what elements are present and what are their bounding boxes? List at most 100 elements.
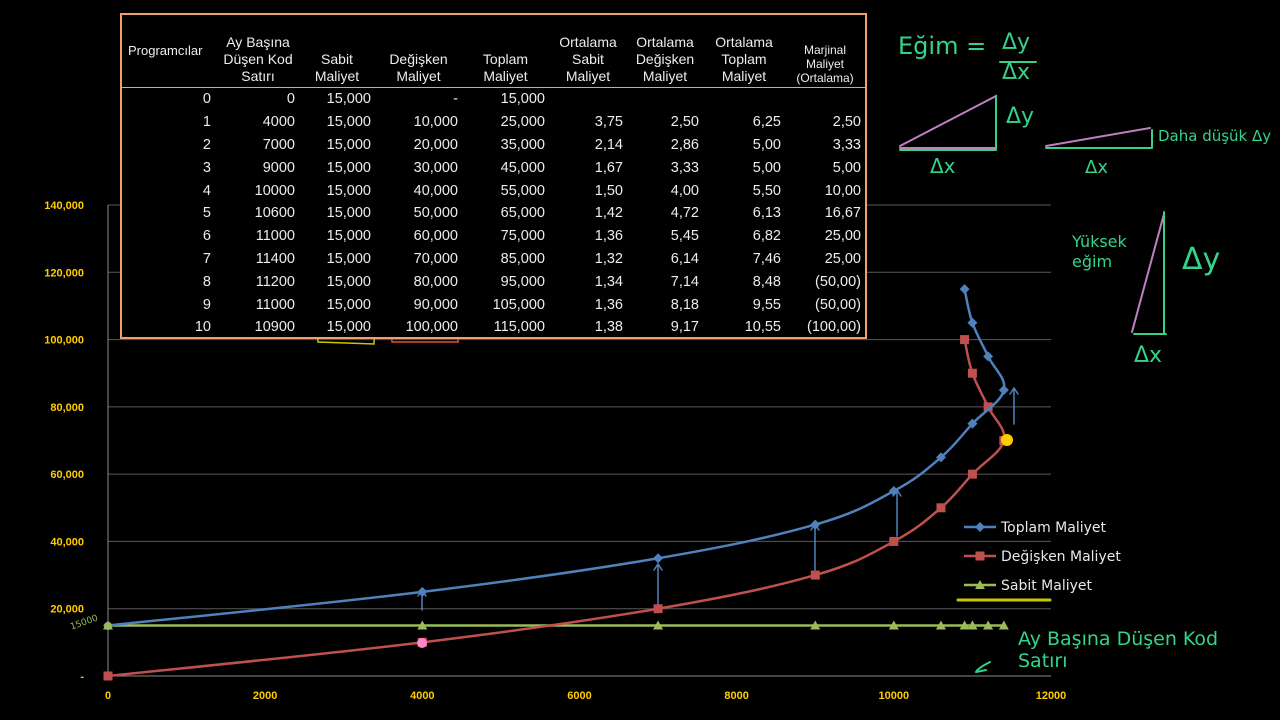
data-point bbox=[653, 620, 664, 630]
x-tick-label: 2000 bbox=[253, 690, 277, 702]
data-point bbox=[935, 620, 946, 630]
data-point bbox=[417, 620, 428, 630]
table-body: 0 0 15,000 - 15,000 1 4000 15,000 10,000 25,000 3,… bbox=[122, 88, 865, 339]
table-cell: 25,000 bbox=[500, 114, 545, 131]
table-cell: 85,000 bbox=[500, 250, 545, 267]
table-cell: 25,00 bbox=[824, 250, 861, 267]
series-1 bbox=[103, 335, 1009, 681]
ink-stroke bbox=[1131, 213, 1165, 333]
table-cell: 55,000 bbox=[500, 182, 545, 199]
table-cell: 11400 bbox=[255, 250, 295, 267]
table-cell: 2,50 bbox=[670, 114, 699, 131]
table-cell: 100,000 bbox=[405, 319, 458, 336]
data-point bbox=[959, 284, 970, 295]
table-header-cell: Sabit Maliyet bbox=[299, 15, 375, 88]
y-tick-label: 140,000 bbox=[44, 200, 84, 212]
table-cell: 6 bbox=[202, 228, 211, 245]
table-cell: 10 bbox=[194, 319, 211, 336]
table-cell: (50,00) bbox=[815, 273, 861, 290]
table-cell: 4,72 bbox=[670, 205, 699, 222]
x-axis-note: Ay Başına Düşen Kod Satırı bbox=[1018, 628, 1219, 672]
table-cell: 7000 bbox=[262, 136, 295, 153]
steep-delta-x-label: Δx bbox=[930, 154, 956, 178]
legend-label: Değişken Maliyet bbox=[1001, 549, 1121, 565]
table-header-row: Programcılar Ay Başına Düşen Kod Satırı Sa… bbox=[122, 15, 865, 88]
legend-label: Toplam Maliyet bbox=[1000, 520, 1107, 536]
data-point bbox=[967, 317, 978, 328]
formula-delta-y: Δy bbox=[1002, 30, 1031, 55]
table-row: 4 10000 15,000 40,000 55,000 1,50 4,00 5,50 10,0… bbox=[122, 179, 865, 202]
table-row: 9 11000 15,000 90,000 105,000 1,36 8,18 9,55 (50… bbox=[122, 293, 865, 316]
x-tick-label: 12000 bbox=[1036, 690, 1067, 702]
table-header-cell: Marjinal Maliyet (Ortalama) bbox=[785, 15, 865, 88]
ink-stroke bbox=[1133, 211, 1167, 335]
table-cell: 0 bbox=[286, 91, 295, 108]
ink-stroke bbox=[975, 661, 991, 673]
y-tick-label: 80,000 bbox=[50, 402, 84, 414]
table-cell: 10600 bbox=[254, 205, 295, 222]
data-point bbox=[889, 536, 899, 546]
flat-delta-x-label: Δx bbox=[1085, 157, 1108, 178]
table-cell: 15,000 bbox=[326, 319, 371, 336]
ink-stroke bbox=[892, 488, 902, 537]
data-point bbox=[967, 418, 978, 429]
table-cell: 1 bbox=[202, 114, 211, 131]
table-cell: 9,55 bbox=[752, 296, 781, 313]
table-row: 8 11200 15,000 80,000 95,000 1,34 7,14 8,48 (50,… bbox=[122, 270, 865, 293]
table-cell: 5 bbox=[202, 205, 211, 222]
ink-stroke bbox=[1045, 127, 1151, 147]
table-cell: 8,18 bbox=[670, 296, 699, 313]
data-point bbox=[810, 620, 821, 630]
table-row: 2 7000 15,000 20,000 35,000 2,14 2,86 5,00 3,33 bbox=[122, 134, 865, 157]
highlight-dot bbox=[417, 638, 427, 648]
table-cell: 15,000 bbox=[326, 159, 371, 176]
table-cell: 6,13 bbox=[752, 205, 781, 222]
data-point bbox=[960, 335, 970, 345]
table-cell: 1,38 bbox=[594, 319, 623, 336]
table-cell: 1,34 bbox=[594, 273, 623, 290]
table-cell: 7 bbox=[202, 250, 211, 267]
data-point bbox=[936, 503, 946, 513]
table-cell: 1,67 bbox=[594, 159, 623, 176]
table-cell: 25,00 bbox=[824, 228, 861, 245]
legend-marker bbox=[975, 551, 985, 561]
high-delta-y-label: Δy bbox=[1182, 242, 1221, 277]
ink-stroke bbox=[1045, 129, 1153, 149]
data-point bbox=[959, 620, 970, 630]
highlight-dot bbox=[1001, 434, 1013, 446]
high-delta-x-label: Δx bbox=[1134, 343, 1163, 368]
table-cell: 65,000 bbox=[500, 205, 545, 222]
table-cell: 95,000 bbox=[500, 273, 545, 290]
table-cell: 115,000 bbox=[493, 319, 545, 336]
table-cell: 9,17 bbox=[670, 319, 699, 336]
x-tick-label: 4000 bbox=[410, 690, 434, 702]
data-point bbox=[888, 620, 899, 630]
table-cell: 45,000 bbox=[500, 159, 545, 176]
table-cell: 4,00 bbox=[670, 182, 699, 199]
table-cell: 3 bbox=[202, 159, 211, 176]
legend: Toplam Maliyet Değişken Maliyet Sabit Mali… bbox=[964, 520, 1121, 594]
table-header-cell: Ortalama Değişken Maliyet bbox=[627, 15, 703, 88]
table-row: 1 4000 15,000 10,000 25,000 3,75 2,50 6,25 2,50 bbox=[122, 111, 865, 134]
table-cell: 3,33 bbox=[832, 136, 861, 153]
ink-stroke bbox=[810, 522, 820, 571]
ink-stroke bbox=[899, 94, 997, 149]
table-cell: 10900 bbox=[254, 319, 295, 336]
data-point bbox=[103, 671, 113, 681]
y-tick-label: 60,000 bbox=[50, 469, 84, 481]
data-point bbox=[983, 402, 993, 412]
x-tick-label: 6000 bbox=[567, 690, 591, 702]
data-point bbox=[935, 452, 946, 463]
table-header-cell: Programcılar bbox=[122, 15, 217, 88]
legend-marker bbox=[975, 580, 985, 589]
x-tick-label: 0 bbox=[105, 690, 111, 702]
highlight-dot bbox=[104, 622, 112, 630]
table-cell: 5,50 bbox=[752, 182, 781, 199]
data-point bbox=[967, 368, 977, 378]
table-row: 7 11400 15,000 70,000 85,000 1,32 6,14 7,46 25,0… bbox=[122, 248, 865, 271]
axes: - 20,000 40,000 60,000 80,000 100,000 120,000 1… bbox=[44, 200, 1066, 702]
table-cell: 0 bbox=[202, 91, 211, 108]
lower-slope-label: Daha düşük Δy bbox=[1158, 127, 1272, 145]
table-cell: 30,000 bbox=[413, 159, 458, 176]
table-row: 5 10600 15,000 50,000 65,000 1,42 4,72 6,13 16,6… bbox=[122, 202, 865, 225]
